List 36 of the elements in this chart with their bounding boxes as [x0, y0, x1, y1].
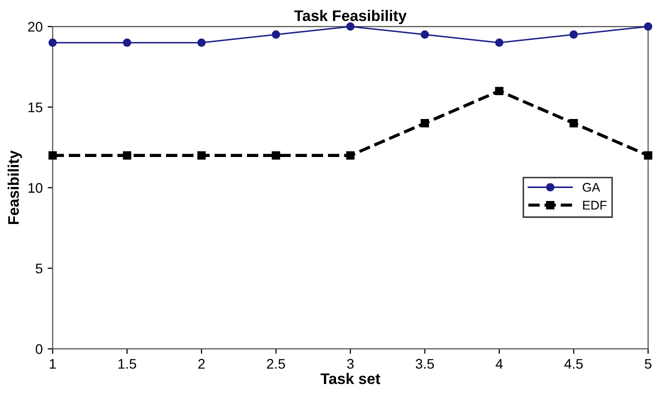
legend-label: EDF — [583, 200, 607, 210]
point — [495, 86, 504, 96]
x-tick-label: 4 — [496, 359, 503, 369]
y-tick-label: 5 — [36, 264, 42, 274]
x-tick-label: 4.5 — [564, 359, 583, 369]
legend-label: GA — [582, 182, 600, 192]
x-tick-label: 5 — [644, 359, 652, 369]
point — [570, 119, 578, 128]
point — [644, 151, 652, 160]
x-axis-title: Task set — [320, 372, 380, 384]
point — [644, 22, 652, 31]
y-tick-label: 20 — [28, 22, 42, 32]
x-tick-label: 3 — [347, 358, 354, 369]
x-tick-label: 1.5 — [118, 359, 136, 369]
y-axis-title: Feasibility — [8, 150, 22, 224]
y-tick-label: 10 — [28, 183, 42, 193]
x-tick-label: 1 — [50, 359, 56, 369]
chart-title: Task Feasibility — [294, 10, 407, 24]
x-tick-label: 3.5 — [416, 358, 434, 369]
point — [570, 30, 578, 39]
y-tick-label: 0 — [36, 344, 42, 354]
point — [48, 38, 57, 47]
point — [495, 38, 504, 47]
point — [420, 30, 429, 39]
point — [420, 119, 429, 128]
point — [346, 151, 355, 160]
point — [197, 38, 206, 47]
point — [272, 151, 280, 160]
x-tick-label: 2 — [198, 358, 205, 369]
point — [197, 151, 206, 160]
point — [122, 38, 132, 47]
y-tick-label: 15 — [28, 102, 42, 112]
point — [122, 151, 132, 160]
x-tick-label: 2.5 — [266, 358, 286, 369]
point — [48, 151, 57, 160]
point — [272, 30, 280, 39]
